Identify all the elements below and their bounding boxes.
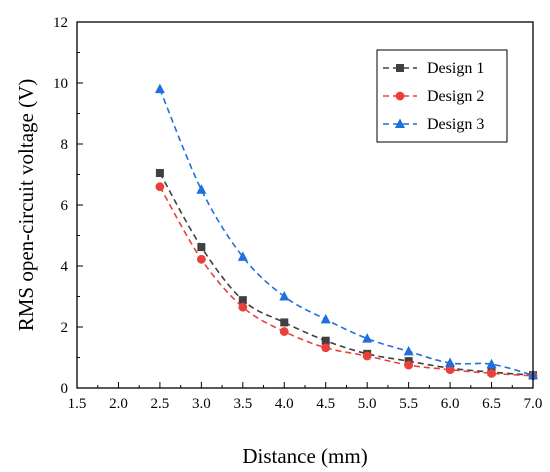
data-point [155, 168, 164, 177]
x-tick-label: 4.5 [316, 396, 335, 412]
data-point [403, 345, 414, 356]
data-point [154, 83, 165, 94]
ticks-layer: 1.5 2.0 2.5 3.0 3.5 4.0 4.5 5.0 5.5 6.0 6.5 7.0 0 2 4 6… [53, 15, 542, 412]
legend-label: Design 3 [427, 116, 484, 133]
data-point [279, 291, 290, 301]
legend-label: Design 2 [427, 88, 484, 105]
x-tick-label: 1.5 [68, 396, 87, 412]
data-point [487, 368, 496, 378]
legend-marker [396, 64, 404, 72]
x-tick-label: 5.5 [399, 396, 418, 412]
data-point [445, 365, 455, 375]
x-tick-label: 2.0 [109, 396, 128, 412]
data-point [196, 254, 206, 264]
x-tick-label: 6.0 [441, 396, 460, 412]
data-point [279, 327, 289, 336]
y-tick-label: 2 [61, 320, 69, 336]
data-point [197, 243, 206, 252]
legend-item: Design 2 [383, 88, 484, 105]
x-axis-title: Distance (mm) [242, 444, 367, 468]
series-2 [155, 182, 538, 381]
y-tick-label: 8 [61, 137, 69, 153]
data-point [320, 313, 331, 324]
y-tick-label: 6 [61, 198, 69, 214]
x-tick-label: 5.0 [358, 396, 377, 412]
series-3 [154, 83, 538, 380]
legend-label: Design 1 [427, 60, 484, 77]
data-point [445, 357, 456, 367]
data-point [362, 351, 372, 361]
x-tick-label: 3.0 [192, 396, 211, 412]
data-point [321, 343, 331, 353]
x-tick-label: 4.0 [275, 396, 294, 412]
y-axis-title: RMS open-circuit voltage (V) [14, 79, 38, 332]
series-layer [154, 83, 538, 381]
series-line [159, 172, 534, 376]
data-point [280, 318, 289, 327]
x-tick-label: 6.5 [482, 396, 501, 412]
legend-item: Design 1 [383, 60, 484, 77]
y-tick-label: 10 [53, 76, 68, 92]
legend-marker [395, 118, 405, 128]
data-point [362, 333, 373, 343]
x-tick-label: 3.5 [233, 396, 252, 412]
y-tick-label: 4 [61, 259, 69, 275]
data-point [238, 296, 247, 305]
data-point [321, 336, 330, 345]
data-point [196, 184, 207, 194]
data-point [404, 360, 414, 370]
data-point [486, 358, 497, 369]
data-point [155, 182, 165, 192]
x-tick-label: 2.5 [151, 396, 170, 412]
y-tick-label: 0 [61, 381, 69, 397]
y-tick-label: 12 [53, 15, 68, 31]
legend-marker [395, 91, 405, 101]
series-line [159, 186, 534, 377]
legend-item: Design 3 [383, 116, 484, 133]
legend: Design 1 Design 2 Design 3 [376, 49, 508, 143]
data-point [237, 251, 248, 261]
data-point [238, 302, 248, 312]
series-line [159, 88, 534, 376]
x-tick-label: 7.0 [524, 396, 543, 412]
